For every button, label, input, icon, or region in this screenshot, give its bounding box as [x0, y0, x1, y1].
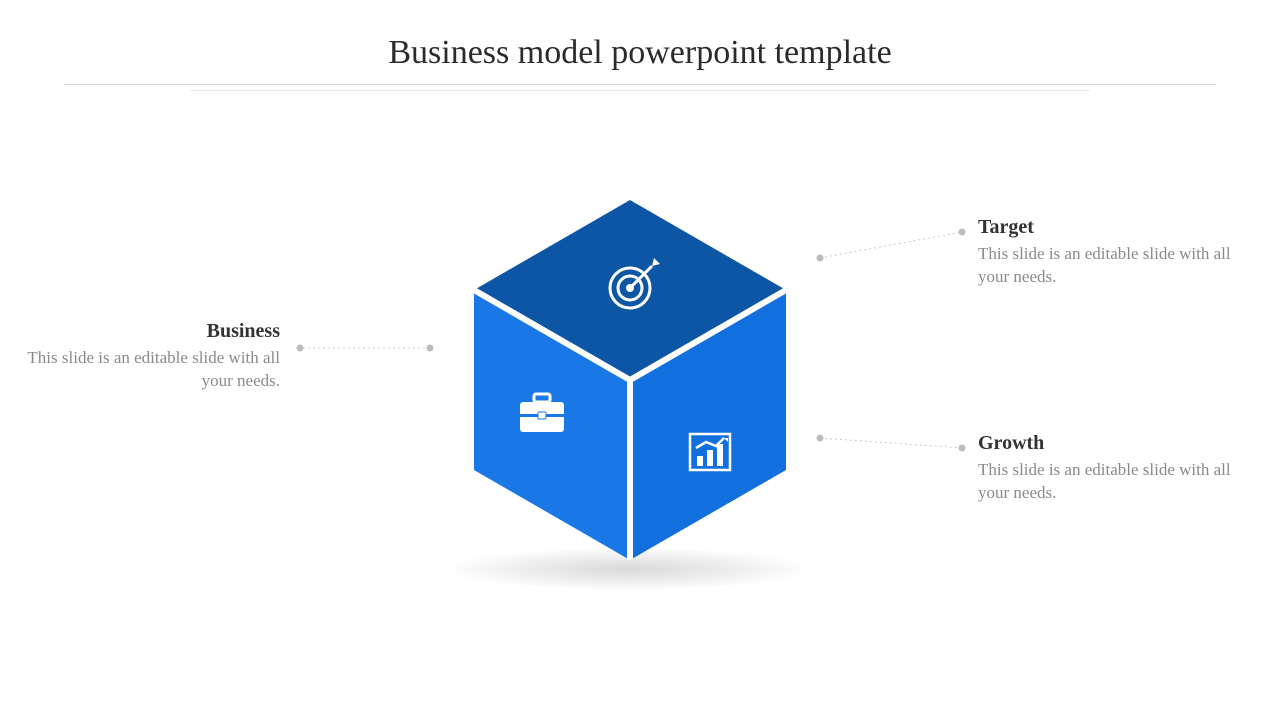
callout-body: This slide is an editable slide with all…	[978, 459, 1238, 505]
callout-body: This slide is an editable slide with all…	[978, 243, 1238, 289]
divider-1	[64, 84, 1216, 85]
slide-title: Business model powerpoint template	[0, 34, 1280, 72]
callout-target: Target This slide is an editable slide w…	[978, 216, 1238, 289]
callout-growth: Growth This slide is an editable slide w…	[978, 432, 1238, 505]
slide-root: Business model powerpoint template	[0, 0, 1280, 720]
callout-heading: Growth	[978, 432, 1238, 455]
callout-heading: Target	[978, 216, 1238, 239]
callout-body: This slide is an editable slide with all…	[20, 347, 280, 393]
callout-heading: Business	[20, 320, 280, 343]
divider-2	[190, 90, 1090, 91]
callout-business: Business This slide is an editable slide…	[20, 320, 280, 393]
cube-graphic	[430, 180, 830, 580]
